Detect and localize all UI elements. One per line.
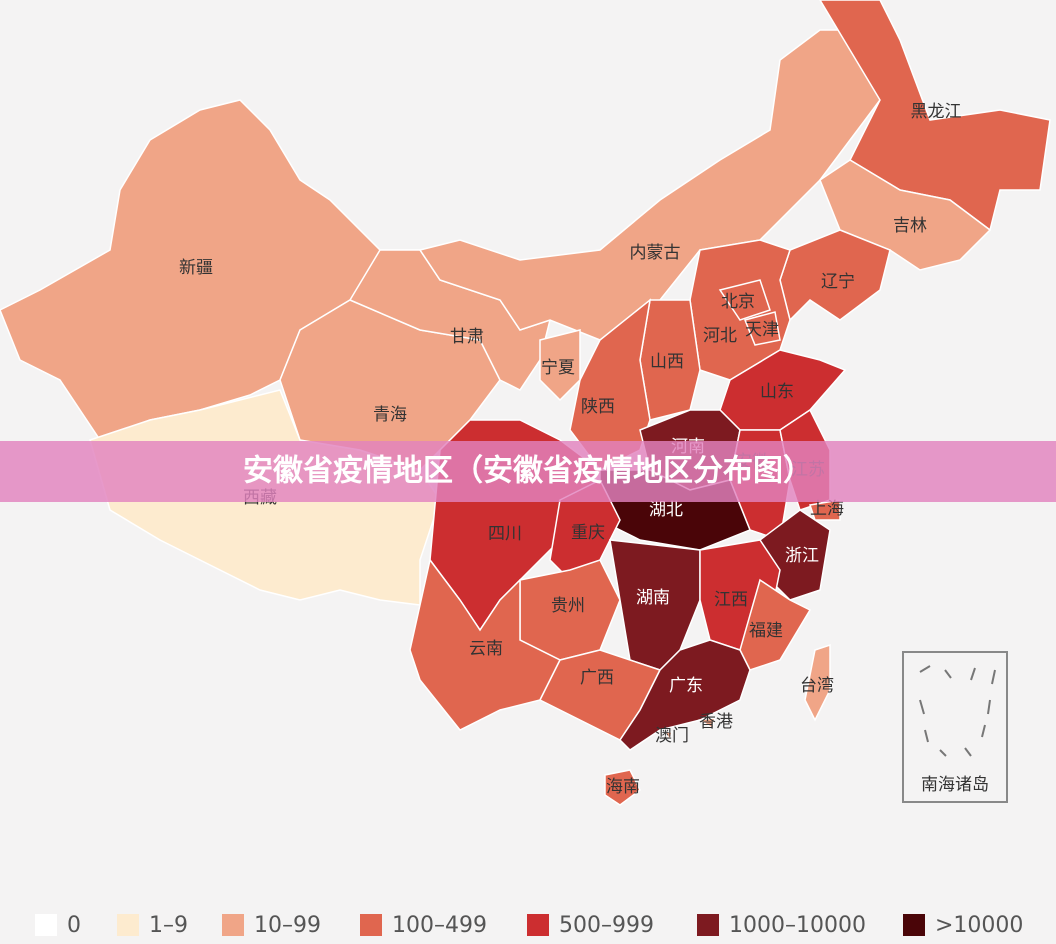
province-label: 四川 xyxy=(488,524,522,544)
province-label: 河北 xyxy=(703,326,737,346)
province-label: 贵州 xyxy=(551,596,585,616)
legend-label: >10000 xyxy=(935,913,1023,938)
legend-label: 1000–10000 xyxy=(729,913,866,938)
province xyxy=(604,769,641,806)
province-label: 山东 xyxy=(760,382,794,402)
province-label: 澳门 xyxy=(655,726,689,746)
banner xyxy=(0,441,1056,502)
province xyxy=(697,717,717,730)
legend-label: 10–99 xyxy=(254,913,321,938)
legend-swatch xyxy=(222,914,244,936)
legend-label: 1–9 xyxy=(149,913,188,938)
legend-swatch xyxy=(117,914,139,936)
province-label: 香港 xyxy=(699,712,733,732)
province-label: 山西 xyxy=(650,352,684,372)
legend-label: 0 xyxy=(67,913,81,938)
province-label: 台湾 xyxy=(800,676,834,696)
province-label: 重庆 xyxy=(571,523,605,543)
province-label: 吉林 xyxy=(893,216,927,236)
legend-swatch xyxy=(527,914,549,936)
province-label: 新疆 xyxy=(179,258,213,278)
province xyxy=(663,731,673,742)
province-label: 湖南 xyxy=(636,588,670,608)
province-label: 天津 xyxy=(745,320,779,340)
inset-frame xyxy=(902,651,1008,803)
banner-title: 安徽省疫情地区（安徽省疫情地区分布图） xyxy=(243,454,813,489)
province xyxy=(619,639,751,751)
province-label: 黑龙江 xyxy=(911,102,962,122)
province-label: 福建 xyxy=(749,621,783,641)
province-label: 浙江 xyxy=(785,546,819,566)
province xyxy=(819,159,992,271)
province-label: 湖北 xyxy=(649,500,683,520)
province-label: 陕西 xyxy=(581,397,615,417)
province-label: 海南 xyxy=(606,777,640,797)
province-label: 青海 xyxy=(373,405,407,425)
legend-swatch xyxy=(697,914,719,936)
province-label: 辽宁 xyxy=(821,272,855,292)
province-label: 广东 xyxy=(669,676,703,696)
province-label: 北京 xyxy=(721,292,755,312)
legend-swatch xyxy=(360,914,382,936)
province-label: 宁夏 xyxy=(541,358,575,378)
province xyxy=(418,29,881,341)
province-label: 内蒙古 xyxy=(630,243,681,263)
province xyxy=(743,311,781,346)
province xyxy=(718,279,771,321)
legend-swatch xyxy=(903,914,925,936)
inset-label: 南海诸岛 xyxy=(921,775,989,795)
province-labels: 新疆西藏青海甘肃内蒙古黑龙江吉林辽宁河北北京天津山西陕西宁夏山东河南安徽江苏上海… xyxy=(179,102,962,797)
inset-islands xyxy=(919,665,996,757)
province-label: 甘肃 xyxy=(450,327,484,347)
province xyxy=(804,643,831,722)
legend-label: 500–999 xyxy=(559,913,654,938)
legend-swatch xyxy=(35,914,57,936)
province xyxy=(539,329,581,402)
province-label: 江西 xyxy=(714,590,748,610)
province-label: 云南 xyxy=(469,639,503,659)
inset: 南海诸岛 xyxy=(902,651,1008,803)
legend: 0 1–9 10–99 100–499 500–999 1000–10000 >10000 xyxy=(35,913,1023,938)
legend-label: 100–499 xyxy=(392,913,487,938)
province-label: 广西 xyxy=(580,668,614,688)
province-label: 上海 xyxy=(810,499,844,519)
